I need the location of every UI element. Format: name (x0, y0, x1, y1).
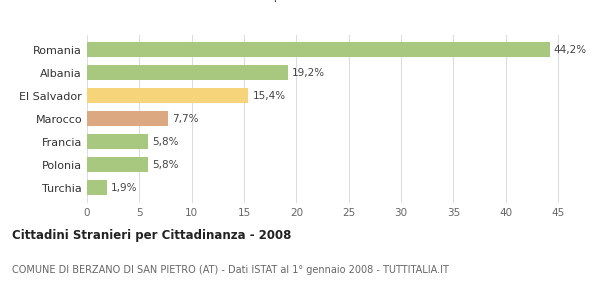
Text: 15,4%: 15,4% (253, 91, 286, 101)
Text: COMUNE DI BERZANO DI SAN PIETRO (AT) - Dati ISTAT al 1° gennaio 2008 - TUTTITALI: COMUNE DI BERZANO DI SAN PIETRO (AT) - D… (12, 264, 449, 275)
Text: 1,9%: 1,9% (111, 183, 137, 193)
Text: 19,2%: 19,2% (292, 68, 325, 78)
Bar (87, 157, 148, 172)
Text: 5,8%: 5,8% (152, 137, 178, 147)
Bar (87, 66, 288, 80)
Text: 5,8%: 5,8% (152, 160, 178, 170)
Text: Cittadini Stranieri per Cittadinanza - 2008: Cittadini Stranieri per Cittadinanza - 2… (12, 229, 292, 242)
Bar (87, 180, 107, 195)
Bar (87, 88, 248, 103)
Text: 44,2%: 44,2% (554, 45, 587, 55)
Bar (87, 135, 148, 149)
Bar (87, 42, 550, 57)
Text: 7,7%: 7,7% (172, 114, 198, 124)
Legend: Europa, America, Africa: Europa, America, Africa (228, 0, 438, 5)
Bar (87, 111, 167, 126)
